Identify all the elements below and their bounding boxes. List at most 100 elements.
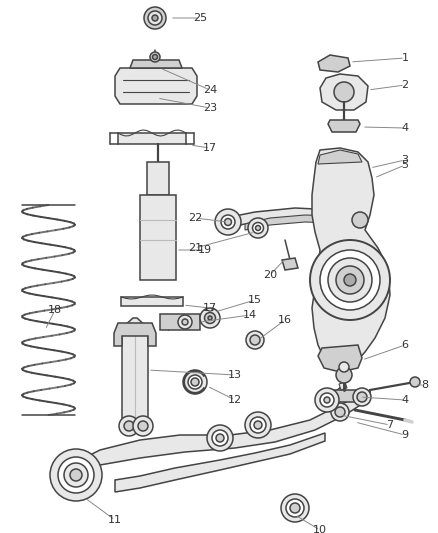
Text: 15: 15: [248, 295, 262, 305]
Circle shape: [58, 457, 94, 493]
Circle shape: [353, 388, 371, 406]
Text: 7: 7: [386, 420, 394, 430]
Circle shape: [328, 258, 372, 302]
Circle shape: [255, 225, 261, 230]
Circle shape: [410, 377, 420, 387]
Circle shape: [254, 421, 262, 429]
Text: 19: 19: [198, 245, 212, 255]
Polygon shape: [318, 150, 362, 164]
Circle shape: [207, 425, 233, 451]
Circle shape: [70, 469, 82, 481]
Text: 11: 11: [108, 515, 122, 525]
Text: 6: 6: [402, 340, 409, 350]
Circle shape: [124, 421, 134, 431]
Circle shape: [208, 316, 212, 320]
Circle shape: [334, 82, 354, 102]
Circle shape: [246, 331, 264, 349]
Circle shape: [250, 417, 266, 433]
Circle shape: [336, 266, 364, 294]
Polygon shape: [328, 120, 360, 132]
Circle shape: [357, 392, 367, 402]
Circle shape: [178, 315, 192, 329]
Polygon shape: [130, 60, 182, 68]
Polygon shape: [122, 318, 148, 428]
Polygon shape: [114, 323, 156, 346]
Polygon shape: [121, 297, 183, 306]
Text: 5: 5: [402, 160, 409, 170]
Circle shape: [138, 421, 148, 431]
Polygon shape: [140, 195, 176, 280]
Circle shape: [286, 499, 304, 517]
Circle shape: [250, 335, 260, 345]
Polygon shape: [80, 390, 370, 470]
Circle shape: [152, 54, 158, 60]
Circle shape: [310, 240, 390, 320]
Polygon shape: [318, 55, 350, 72]
Text: 17: 17: [203, 303, 217, 313]
Polygon shape: [339, 382, 347, 390]
Circle shape: [148, 11, 162, 25]
Text: 14: 14: [243, 310, 257, 320]
Circle shape: [64, 463, 88, 487]
Polygon shape: [115, 68, 197, 104]
Text: 17: 17: [203, 143, 217, 153]
Circle shape: [215, 209, 241, 235]
Circle shape: [133, 416, 153, 436]
Text: 18: 18: [48, 305, 62, 315]
Text: 13: 13: [228, 370, 242, 380]
Circle shape: [324, 397, 330, 403]
Circle shape: [315, 388, 339, 412]
Polygon shape: [160, 314, 200, 330]
Text: 21: 21: [188, 243, 202, 253]
Circle shape: [183, 370, 207, 394]
Text: 24: 24: [203, 85, 217, 95]
Circle shape: [344, 274, 356, 286]
Text: 10: 10: [313, 525, 327, 533]
Circle shape: [336, 367, 352, 383]
Circle shape: [50, 449, 102, 501]
Polygon shape: [320, 74, 368, 110]
Circle shape: [205, 312, 215, 324]
Text: 8: 8: [421, 380, 428, 390]
Polygon shape: [118, 133, 186, 144]
Circle shape: [200, 308, 220, 328]
Circle shape: [216, 434, 224, 442]
Polygon shape: [282, 258, 298, 270]
Polygon shape: [312, 148, 390, 370]
Circle shape: [152, 15, 158, 21]
Text: 4: 4: [402, 395, 409, 405]
Circle shape: [281, 494, 309, 522]
Polygon shape: [318, 345, 362, 372]
Circle shape: [212, 430, 228, 446]
Circle shape: [225, 219, 232, 225]
Polygon shape: [245, 215, 357, 232]
Circle shape: [331, 403, 349, 421]
Polygon shape: [147, 162, 169, 195]
Text: 16: 16: [278, 315, 292, 325]
Polygon shape: [328, 390, 360, 402]
Text: 23: 23: [203, 103, 217, 113]
Text: 25: 25: [193, 13, 207, 23]
Circle shape: [188, 375, 202, 389]
Circle shape: [248, 218, 268, 238]
Circle shape: [352, 212, 368, 228]
Text: 3: 3: [402, 155, 409, 165]
Circle shape: [245, 412, 271, 438]
Circle shape: [320, 393, 334, 407]
Polygon shape: [115, 433, 325, 492]
Circle shape: [339, 362, 349, 372]
Text: 9: 9: [402, 430, 409, 440]
Polygon shape: [225, 208, 360, 232]
Circle shape: [119, 416, 139, 436]
Circle shape: [290, 503, 300, 513]
Circle shape: [252, 222, 264, 233]
Circle shape: [221, 215, 235, 229]
Circle shape: [320, 250, 380, 310]
Text: 12: 12: [228, 395, 242, 405]
Circle shape: [182, 319, 188, 325]
Text: 1: 1: [402, 53, 409, 63]
Text: 22: 22: [188, 213, 202, 223]
Circle shape: [150, 52, 160, 62]
Circle shape: [144, 7, 166, 29]
Circle shape: [335, 407, 345, 417]
